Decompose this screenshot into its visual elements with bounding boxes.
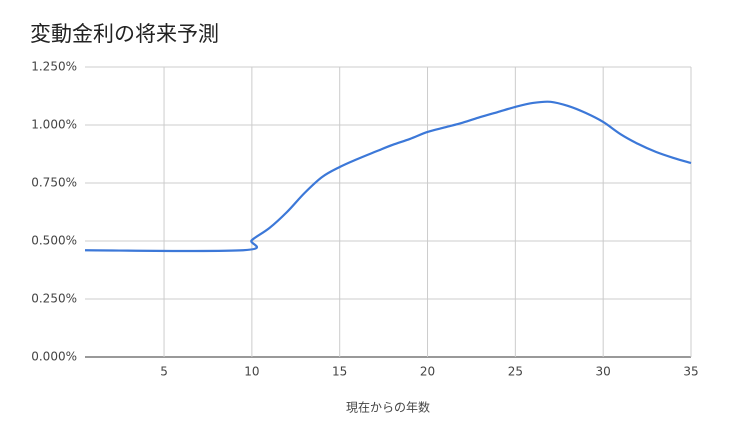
x-tick-label: 30 — [596, 365, 611, 379]
x-tick-label: 10 — [244, 365, 259, 379]
y-tick-label: 0.000% — [31, 350, 77, 364]
chart-title: 変動金利の将来予測 — [30, 22, 219, 46]
x-tick-label: 35 — [683, 365, 698, 379]
y-tick-label: 0.750% — [31, 176, 77, 190]
y-tick-label: 0.250% — [31, 292, 77, 306]
y-tick-label: 1.000% — [31, 118, 77, 132]
x-tick-label: 5 — [160, 365, 168, 379]
y-tick-label: 1.250% — [31, 60, 77, 74]
y-tick-label: 0.500% — [31, 234, 77, 248]
x-tick-label: 20 — [420, 365, 435, 379]
line-series — [84, 100, 692, 253]
x-axis-label: 現在からの年数 — [346, 400, 430, 415]
x-tick-label: 15 — [332, 365, 347, 379]
x-tick-label: 25 — [508, 365, 523, 379]
